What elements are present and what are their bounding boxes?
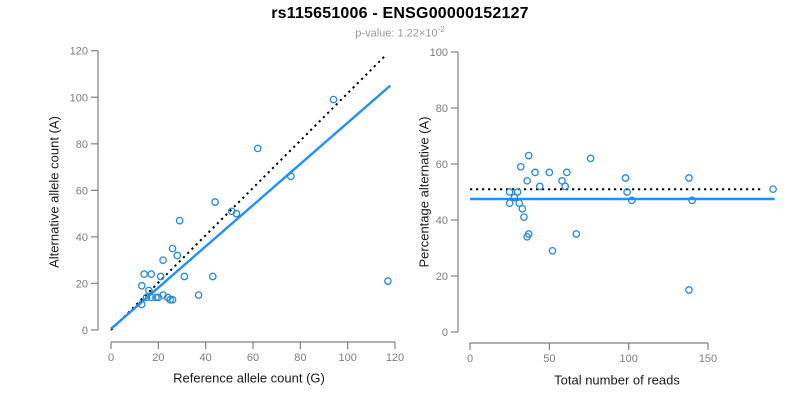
left-plot-data-point bbox=[232, 209, 241, 218]
right-plot-data-point bbox=[627, 196, 636, 205]
right-plot-data-point bbox=[769, 185, 777, 194]
right-plot-y-axis-title: Percentage alternative (A) bbox=[416, 116, 432, 268]
left-plot-y-tick-label: 80 bbox=[76, 139, 88, 151]
left-plot-expected-ratio-line bbox=[110, 54, 387, 331]
right-plot-data-point bbox=[545, 168, 554, 177]
right-plot-data-point bbox=[688, 196, 696, 205]
right-plot-x-tick-label: 0 bbox=[467, 353, 473, 365]
right-plot-data-point bbox=[513, 188, 522, 196]
left-plot-data-point bbox=[253, 144, 262, 153]
left-plot-data-point bbox=[159, 256, 167, 265]
right-plot-x-axis-title: Total number of reads bbox=[554, 372, 680, 388]
left-plot-data-point bbox=[180, 272, 189, 281]
pvalue-label: p-value: 1.22×10 bbox=[355, 27, 438, 40]
left-plot-x-tick-label: 120 bbox=[386, 352, 404, 364]
left-plot-data-point bbox=[147, 270, 156, 278]
right-plot-x-tick-label: 100 bbox=[619, 353, 637, 365]
left-plot-x-tick-label: 0 bbox=[108, 352, 114, 364]
right-plot-y-tick-label: 100 bbox=[430, 47, 448, 59]
left-plot-data-point bbox=[329, 95, 338, 104]
right-plot-data-point bbox=[685, 286, 693, 294]
left-plot-data-point bbox=[208, 272, 217, 281]
right-plot-data-point bbox=[685, 174, 693, 182]
left-plot-data-point bbox=[152, 293, 160, 302]
left-plot-y-axis-title: Alternative allele count (A) bbox=[46, 116, 62, 268]
right-plot-data-point bbox=[561, 182, 570, 191]
left-plot-data-point bbox=[137, 281, 146, 290]
right-plot-y-tick-label: 0 bbox=[442, 327, 448, 339]
right-plot-data-point bbox=[535, 182, 544, 191]
right-plot-data-point bbox=[548, 246, 557, 255]
right-plot-data-point bbox=[516, 162, 525, 171]
right-plot-data-point bbox=[523, 176, 531, 185]
left-plot-data-point bbox=[140, 270, 148, 278]
left-plot-y-tick-label: 120 bbox=[70, 46, 88, 58]
left-plot-data-point bbox=[168, 295, 177, 304]
right-plot-x-tick-label: 150 bbox=[699, 353, 717, 365]
right-plot-data-point bbox=[523, 232, 531, 241]
left-plot-data-point bbox=[168, 244, 177, 253]
left-plot-regression-line bbox=[110, 84, 392, 330]
left-plot-x-tick-label: 20 bbox=[152, 352, 164, 364]
right-plot-data-point bbox=[505, 188, 514, 196]
left-plot-data-point bbox=[173, 251, 182, 260]
right-plot-data-point bbox=[518, 204, 527, 213]
left-plot-data-point bbox=[175, 216, 184, 225]
right-plot-data-point bbox=[572, 230, 581, 238]
left-plot-x-tick-label: 100 bbox=[338, 352, 356, 364]
right-plot-data-point bbox=[562, 168, 571, 177]
left-plot-x-tick-label: 80 bbox=[294, 352, 306, 364]
right-plot-data-point bbox=[505, 199, 514, 208]
left-plot-data-point bbox=[384, 277, 392, 285]
left-plot-x-axis-title: Reference allele count (G) bbox=[173, 370, 325, 386]
right-plot-data-point bbox=[558, 176, 566, 185]
left-plot-data-point bbox=[211, 198, 219, 206]
right-plot-data-point bbox=[520, 213, 528, 222]
left-plot-y-tick-label: 0 bbox=[82, 325, 88, 337]
left-plot-data-point bbox=[166, 295, 175, 304]
left-plot-data-point bbox=[142, 293, 151, 302]
right-plot-data-point bbox=[586, 154, 595, 163]
left-plot-data-point bbox=[287, 172, 295, 181]
left-plot-y-tick-label: 100 bbox=[70, 92, 88, 104]
right-plot-y-tick-label: 60 bbox=[436, 159, 448, 171]
right-plot-data-point bbox=[524, 151, 533, 160]
left-plot-y-tick-label: 60 bbox=[76, 185, 88, 197]
right-plot-data-point bbox=[515, 199, 524, 208]
left-plot-data-point bbox=[147, 293, 156, 302]
left-plot-x-tick-label: 60 bbox=[247, 352, 259, 364]
plot-title: rs115651006 - ENSG00000152127 bbox=[271, 5, 529, 22]
left-plot-x-tick-label: 40 bbox=[200, 352, 212, 364]
left-plot-data-point bbox=[194, 291, 203, 299]
right-plot-x-tick-label: 50 bbox=[543, 353, 555, 365]
right-plot-data-point bbox=[510, 193, 519, 202]
right-plot-data-point bbox=[621, 174, 630, 182]
left-plot-data-point bbox=[137, 300, 146, 309]
left-plot-y-tick-label: 20 bbox=[76, 278, 88, 290]
left-plot-data-point bbox=[145, 286, 153, 295]
right-plot-y-tick-label: 20 bbox=[436, 271, 448, 283]
right-plot-y-tick-label: 80 bbox=[436, 103, 448, 115]
right-plot-data-point bbox=[623, 188, 631, 196]
right-plot-data-point bbox=[531, 168, 539, 177]
pvalue-exponent: -2 bbox=[437, 25, 445, 34]
left-plot-y-tick-label: 40 bbox=[76, 232, 88, 244]
right-plot-y-tick-label: 40 bbox=[436, 215, 448, 227]
plot-subtitle: p-value: 1.22×10-2 bbox=[0, 25, 800, 40]
left-plot-data-point bbox=[156, 272, 165, 281]
